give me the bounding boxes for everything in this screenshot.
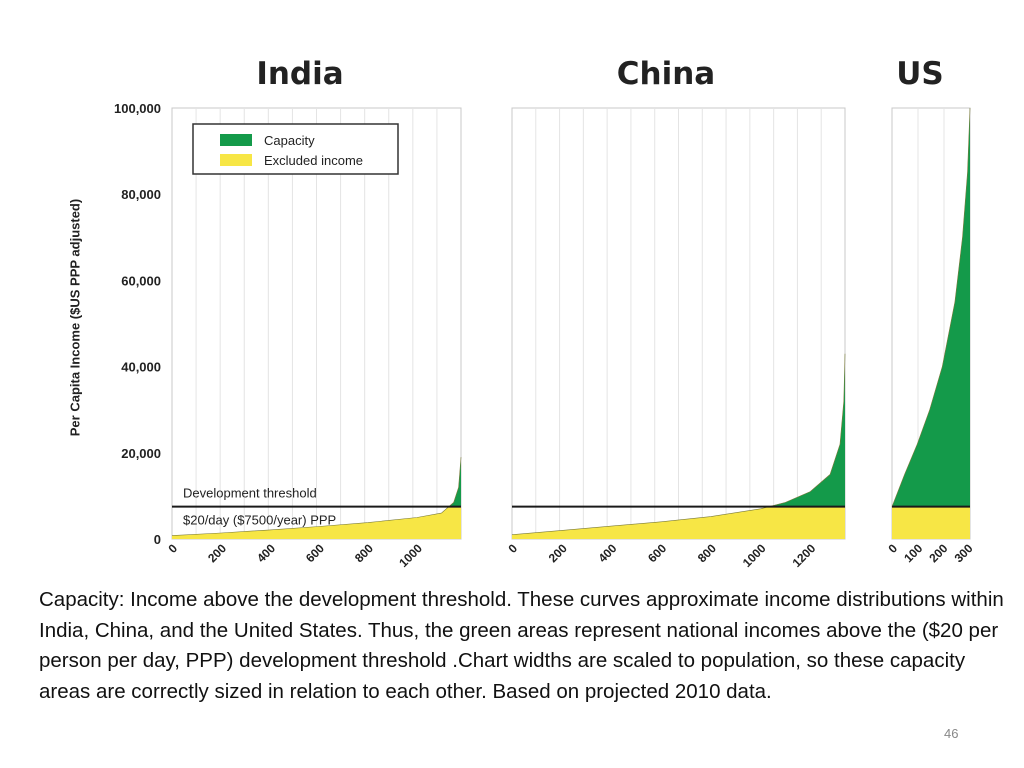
excluded-income-area-india (172, 506, 461, 539)
legend-swatch (220, 134, 252, 146)
y-tick-label: 0 (154, 532, 161, 547)
x-tick-label: 0 (505, 541, 520, 556)
income-capacity-chart: 0 20,000 40,000 60,000 80,000 100,000 0 200 400 6… (114, 101, 976, 570)
x-tick-label: 200 (205, 541, 229, 565)
excluded-income-area-us (892, 506, 970, 539)
x-tick-label: 100 (901, 541, 925, 565)
x-tick-label: 1000 (740, 541, 769, 570)
y-tick-label: 40,000 (121, 360, 161, 375)
excluded-income-area-china (512, 506, 845, 539)
y-tick-label: 100,000 (114, 101, 161, 116)
income-curve-us (891, 107, 971, 507)
panel-title-china: China (616, 56, 716, 92)
x-tick-label: 800 (695, 541, 719, 565)
y-tick-label: 20,000 (121, 446, 161, 461)
legend-swatch (220, 154, 252, 166)
threshold-value-label: $20/day ($7500/year) PPP (183, 513, 336, 528)
y-tick-label: 80,000 (121, 187, 161, 202)
legend-label: Excluded income (264, 153, 363, 168)
y-tick-label: 60,000 (121, 273, 161, 288)
caption-text: Capacity: Income above the development t… (39, 588, 1004, 703)
threshold-label: Development threshold (183, 486, 317, 501)
panel-us: 0 100 200 300 (885, 107, 976, 565)
panel-china: 0 200 400 600 800 1000 1200 (505, 107, 846, 570)
capacity-area-us (892, 108, 970, 507)
x-tick-label: 600 (303, 541, 327, 565)
income-curve-china (511, 353, 846, 535)
page-number: 46 (944, 726, 959, 741)
x-tick-label: 800 (352, 541, 376, 565)
x-tick-label: 300 (952, 541, 976, 565)
x-tick-label: 200 (546, 541, 570, 565)
legend-label: Capacity (264, 133, 315, 148)
x-tick-label: 0 (165, 541, 180, 556)
y-axis-label: Per Capita Income ($US PPP adjusted) (67, 198, 83, 437)
capacity-area-china (768, 353, 845, 507)
panel-title-india: India (256, 56, 344, 92)
panel-title-us: US (896, 56, 944, 92)
capacity-area-india (448, 457, 461, 507)
x-tick-label: 600 (645, 541, 669, 565)
x-tick-label: 1200 (790, 541, 819, 570)
income-curve-india (171, 457, 462, 536)
panel-india: 0 200 400 600 800 1000 (165, 107, 462, 570)
x-tick-label: 0 (885, 541, 900, 556)
legend: Capacity Excluded income (192, 123, 399, 175)
x-tick-label: 1000 (396, 541, 425, 570)
x-tick-label: 400 (254, 541, 278, 565)
x-tick-label: 200 (926, 541, 950, 565)
x-tick-label: 400 (595, 541, 619, 565)
